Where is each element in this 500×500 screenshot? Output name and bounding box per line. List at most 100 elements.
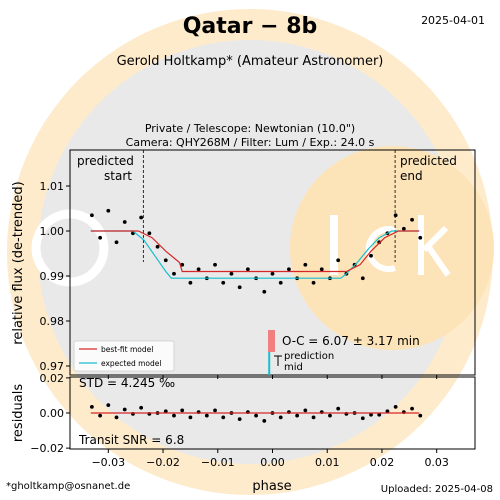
flux-point: [213, 262, 217, 267]
watermark-orange-disc: [290, 146, 494, 350]
flux-point: [270, 271, 275, 276]
flux-point: [114, 240, 119, 245]
flux-y-axis-label: relative flux (de-trended): [11, 181, 26, 344]
residual-point: [172, 413, 176, 418]
flux-y-tick-label: 0.99: [40, 270, 65, 283]
x-tick-label: −0.03: [91, 456, 125, 469]
flux-point: [262, 289, 267, 294]
best-fit-model-line: [90, 230, 420, 273]
residual-point: [221, 415, 226, 420]
residual-point: [237, 417, 242, 422]
flux-y-tick-label: 0.98: [40, 315, 65, 328]
residual-point: [122, 407, 127, 412]
watermark-letter-k: [418, 215, 424, 275]
flux-point: [163, 258, 168, 263]
figure-title: Qatar − 8b: [183, 14, 318, 39]
upload-date: Uploaded: 2025-04-08: [381, 484, 493, 495]
oc-offset-bar: [268, 330, 275, 352]
residual-point: [278, 415, 283, 420]
flux-point: [336, 258, 341, 263]
predicted-end-label-1: predicted: [400, 154, 457, 168]
prediction-mid-label-1: prediction: [284, 351, 334, 362]
flux-point: [172, 271, 176, 276]
flux-point: [311, 280, 316, 285]
residual-point: [410, 406, 414, 411]
instrument-line-1: Private / Telescope: Newtonian (10.0"): [145, 122, 355, 135]
oc-label: O-C = 6.07 ± 3.17 min: [282, 334, 420, 348]
residual-point: [360, 416, 365, 421]
flux-point: [410, 217, 414, 222]
snr-label: Transit SNR = 6.8: [78, 433, 184, 447]
residual-point: [180, 408, 185, 413]
x-axis-label: phase: [252, 479, 291, 494]
x-tick-label: −0.01: [201, 456, 235, 469]
residual-point: [89, 404, 94, 409]
flux-point: [303, 262, 308, 267]
watermark-letter-k-arms: [421, 225, 451, 277]
flux-y-tick-label: 1.01: [40, 180, 65, 193]
residual-point: [336, 406, 341, 411]
residual-point: [188, 415, 193, 420]
residual-point: [114, 415, 119, 420]
observer-email: *gholtkamp@osnanet.de: [6, 481, 130, 492]
flux-y-tick-label: 0.97: [40, 360, 65, 373]
x-tick-label: 0.02: [370, 456, 395, 469]
prediction-mid-label-2: mid: [284, 362, 303, 373]
residual-point: [204, 413, 209, 418]
flux-point: [319, 267, 324, 272]
residuals-y-tick-label: −0.02: [30, 442, 64, 455]
exoclock-watermark: [7, 9, 494, 495]
flux-point: [155, 244, 160, 249]
flux-point: [237, 285, 242, 290]
flux-point: [122, 220, 127, 224]
flux-point: [106, 208, 111, 213]
expected-model-line: [90, 230, 420, 279]
residuals-data-series: [89, 403, 423, 423]
residuals-y-tick-label: 0.02: [40, 372, 65, 385]
x-tick-label: 0.03: [424, 456, 449, 469]
flux-point: [188, 280, 193, 285]
std-label: STD = 4.245 ‰: [79, 376, 175, 390]
phase-x-axis: −0.03 −0.02 −0.01 0.00 0.01 0.02 0.03: [91, 375, 449, 469]
observer-name: Gerold Holtkamp* (Amateur Astronomer): [117, 54, 384, 69]
residuals-y-axis-label: residuals: [11, 384, 26, 443]
legend-box: [73, 340, 175, 372]
residual-point: [98, 413, 103, 418]
flux-y-tick-label: 1.00: [40, 225, 65, 238]
flux-point: [180, 262, 185, 267]
residual-point: [262, 419, 267, 423]
flux-point: [401, 226, 406, 231]
residual-point: [418, 413, 423, 418]
x-tick-label: 0.00: [260, 456, 285, 469]
residual-point: [213, 408, 217, 413]
legend-best-fit-label: best-fit model: [101, 345, 153, 354]
predicted-start-label-1: predicted: [77, 154, 134, 168]
residual-point: [163, 409, 168, 414]
instrument-line-2: Camera: QHY268M / Filter: Lum / Exp.: 24…: [126, 136, 375, 149]
residual-point: [254, 413, 258, 418]
flux-point: [360, 276, 365, 281]
flux-point: [287, 267, 291, 272]
residuals-panel: −0.02 0.00 0.02 STD = 4.245 ‰ Transit SNR …: [11, 372, 476, 455]
chart-legend: best-fit model expected model: [73, 340, 175, 372]
flux-point: [147, 231, 152, 236]
flux-panel: 0.97 0.98 0.99 1.00 1.01 predicted start pre…: [11, 149, 476, 376]
flux-data-series: [89, 208, 423, 294]
legend-expected-label: expected model: [101, 359, 161, 368]
residual-point: [303, 408, 308, 413]
flux-point: [245, 267, 250, 272]
residual-point: [106, 403, 111, 407]
flux-point: [229, 271, 234, 276]
residual-point: [139, 405, 144, 410]
residual-point: [393, 404, 398, 409]
flux-point: [278, 280, 283, 285]
flux-point: [89, 213, 94, 218]
residual-point: [328, 413, 332, 418]
predicted-end-label-2: end: [400, 169, 423, 183]
residual-point: [385, 409, 390, 414]
x-tick-label: −0.02: [146, 456, 180, 469]
flux-point: [196, 267, 201, 272]
flux-point: [139, 215, 144, 220]
